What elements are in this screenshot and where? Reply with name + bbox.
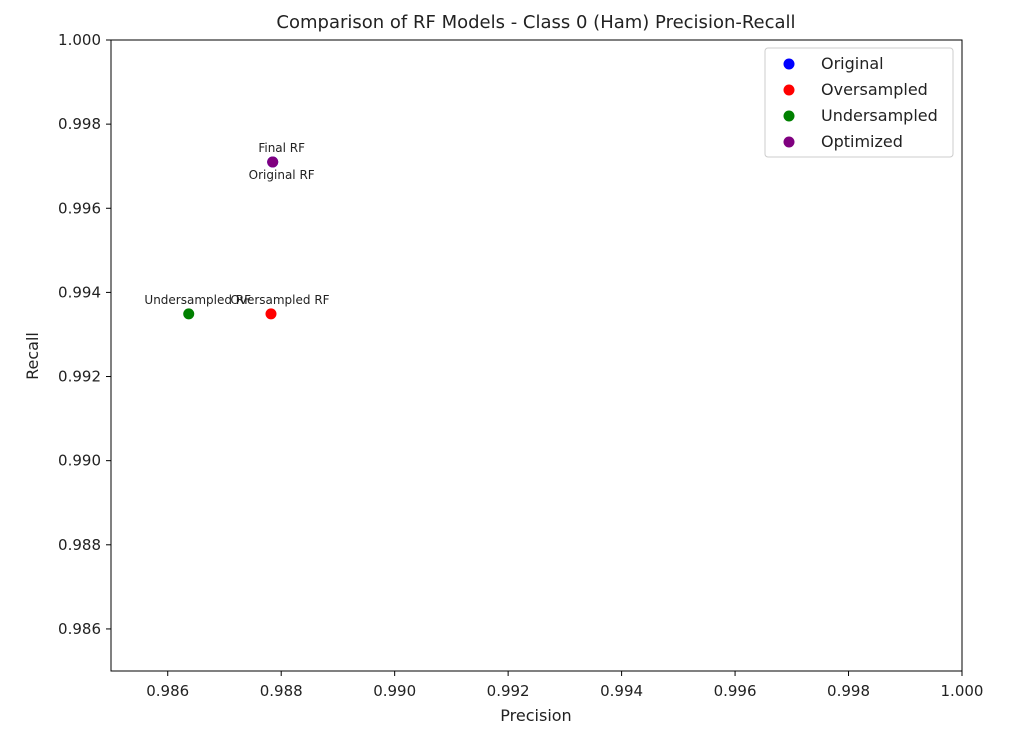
x-axis: 0.986 0.988 0.990 0.992 0.994 0.996 0.998 1.000	[146, 671, 983, 700]
y-tick-label: 0.998	[58, 115, 101, 133]
point-label: Original RF	[249, 168, 315, 182]
legend-items: Original Oversampled Undersampled Optimized	[783, 54, 938, 151]
x-tick-label: 0.986	[146, 682, 189, 700]
legend-marker	[783, 58, 795, 70]
y-tick-label: 0.994	[58, 283, 101, 301]
point-label: Undersampled RF	[144, 293, 251, 307]
x-tick-label: 0.994	[600, 682, 643, 700]
legend-marker	[783, 84, 795, 96]
y-tick-label: 0.988	[58, 536, 101, 554]
x-tick-label: 0.996	[714, 682, 757, 700]
x-tick-label: 1.000	[941, 682, 984, 700]
y-tick-label: 1.000	[58, 31, 101, 49]
legend-label: Optimized	[821, 132, 903, 151]
x-tick-label: 0.990	[373, 682, 416, 700]
x-tick-label: 0.992	[487, 682, 530, 700]
legend-marker	[783, 110, 795, 122]
point-label: Oversampled RF	[230, 293, 329, 307]
point-label: Final RF	[258, 141, 305, 155]
y-axis-label: Recall	[23, 332, 42, 380]
x-axis-label: Precision	[500, 706, 571, 725]
legend-label: Oversampled	[821, 80, 928, 99]
y-tick-label: 0.992	[58, 368, 101, 386]
x-tick-label: 0.988	[260, 682, 303, 700]
legend: Original Oversampled Undersampled Optimized	[764, 47, 954, 158]
y-tick-label: 0.990	[58, 452, 101, 470]
y-tick-label: 0.986	[58, 620, 101, 638]
data-point-undersampled	[183, 308, 195, 320]
chart-title: Comparison of RF Models - Class 0 (Ham) …	[276, 12, 795, 33]
x-tick-label: 0.998	[827, 682, 870, 700]
y-axis: 0.986 0.988 0.990 0.992 0.994 0.996 0.998 1.000	[58, 31, 111, 638]
legend-box	[764, 47, 954, 158]
data-point-optimized	[267, 156, 279, 168]
y-tick-label: 0.996	[58, 199, 101, 217]
legend-marker	[783, 136, 795, 148]
legend-label: Undersampled	[821, 106, 938, 125]
legend-label: Original	[821, 54, 884, 73]
data-point-oversampled	[265, 308, 277, 320]
